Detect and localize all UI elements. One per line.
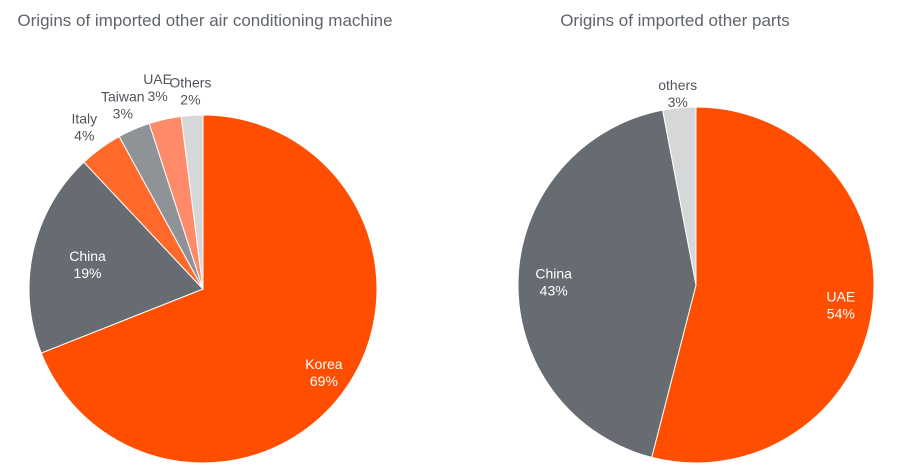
left-pie-label-korea: Korea [305, 356, 343, 372]
left-pie-value-others: 2% [180, 91, 200, 107]
chart-panel-left: Origins of imported other air conditioni… [0, 0, 410, 476]
chart-panel-right: Origins of imported other parts UAE 54% Ch… [450, 0, 900, 476]
left-pie-label-others: Others [169, 74, 211, 90]
right-pie-value-uae: 54% [827, 305, 855, 321]
left-pie-label-uae: UAE [143, 71, 172, 87]
right-pie-label-others: others [658, 77, 697, 93]
left-pie-slice-korea [40, 114, 378, 464]
right-pie-slice-uae [651, 106, 875, 464]
left-pie-value-china: 19% [73, 265, 101, 281]
left-pie-label-china: China [69, 248, 106, 264]
left-pie-slice-china [28, 161, 204, 354]
left-pie-value-italy: 4% [74, 128, 94, 144]
left-pie-label-taiwan: Taiwan [101, 89, 145, 105]
right-pie-slice-others [662, 106, 697, 286]
left-pie-slice-others [180, 114, 204, 290]
left-pie-value-korea: 69% [310, 373, 338, 389]
right-pie-value-others: 3% [668, 94, 688, 110]
right-pie-value-china: 43% [540, 283, 568, 299]
right-pie-slice-china [517, 109, 697, 459]
right-pie-label-uae: UAE [826, 288, 855, 304]
pie-chart-left: Korea69%China19%Italy4%Taiwan3%UAE3%Othe… [28, 71, 378, 464]
chart-title-left: Origins of imported other air conditioni… [17, 11, 393, 30]
left-pie-value-taiwan: 3% [113, 106, 133, 122]
right-pie-label-china: China [535, 266, 572, 282]
left-pie-label-italy: Italy [71, 111, 97, 127]
chart-title-right: Origins of imported other parts [560, 11, 790, 30]
left-pie-value-uae: 3% [147, 88, 167, 104]
